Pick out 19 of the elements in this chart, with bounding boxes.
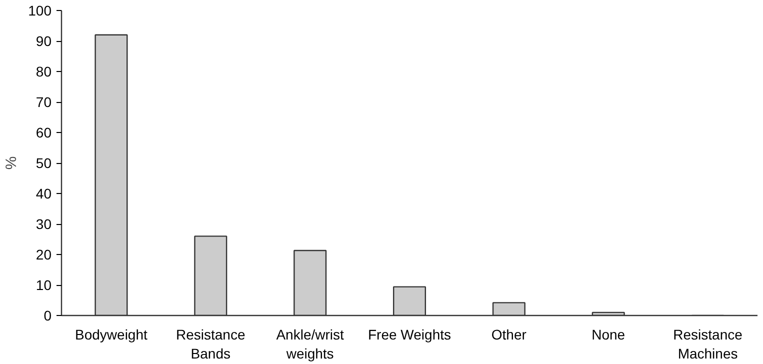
y-tick-label: 10 xyxy=(36,277,52,293)
x-tick-label: Resistance Bands xyxy=(176,326,246,362)
x-tick-label: Resistance Machines xyxy=(673,326,743,362)
x-tick-label: Free Weights xyxy=(368,326,451,342)
y-tick-label: 70 xyxy=(36,94,52,110)
y-tick-label: 50 xyxy=(36,155,52,171)
y-tick-label: 100 xyxy=(28,2,52,18)
y-tick-label: 20 xyxy=(36,246,52,262)
y-tick-label: 0 xyxy=(44,308,52,324)
y-tick-label: 90 xyxy=(36,33,52,49)
x-tick-label: Bodyweight xyxy=(75,326,148,342)
y-axis-title: % xyxy=(3,156,20,170)
y-tick-label: 40 xyxy=(36,186,52,202)
x-tick-label: None xyxy=(592,326,626,342)
y-tick-label: 30 xyxy=(36,216,52,232)
x-tick-label: Ankle/wrist weights xyxy=(276,326,344,362)
x-tick-label: Other xyxy=(491,326,527,342)
y-tick-label: 60 xyxy=(36,124,52,140)
y-tick-label: 80 xyxy=(36,64,52,80)
